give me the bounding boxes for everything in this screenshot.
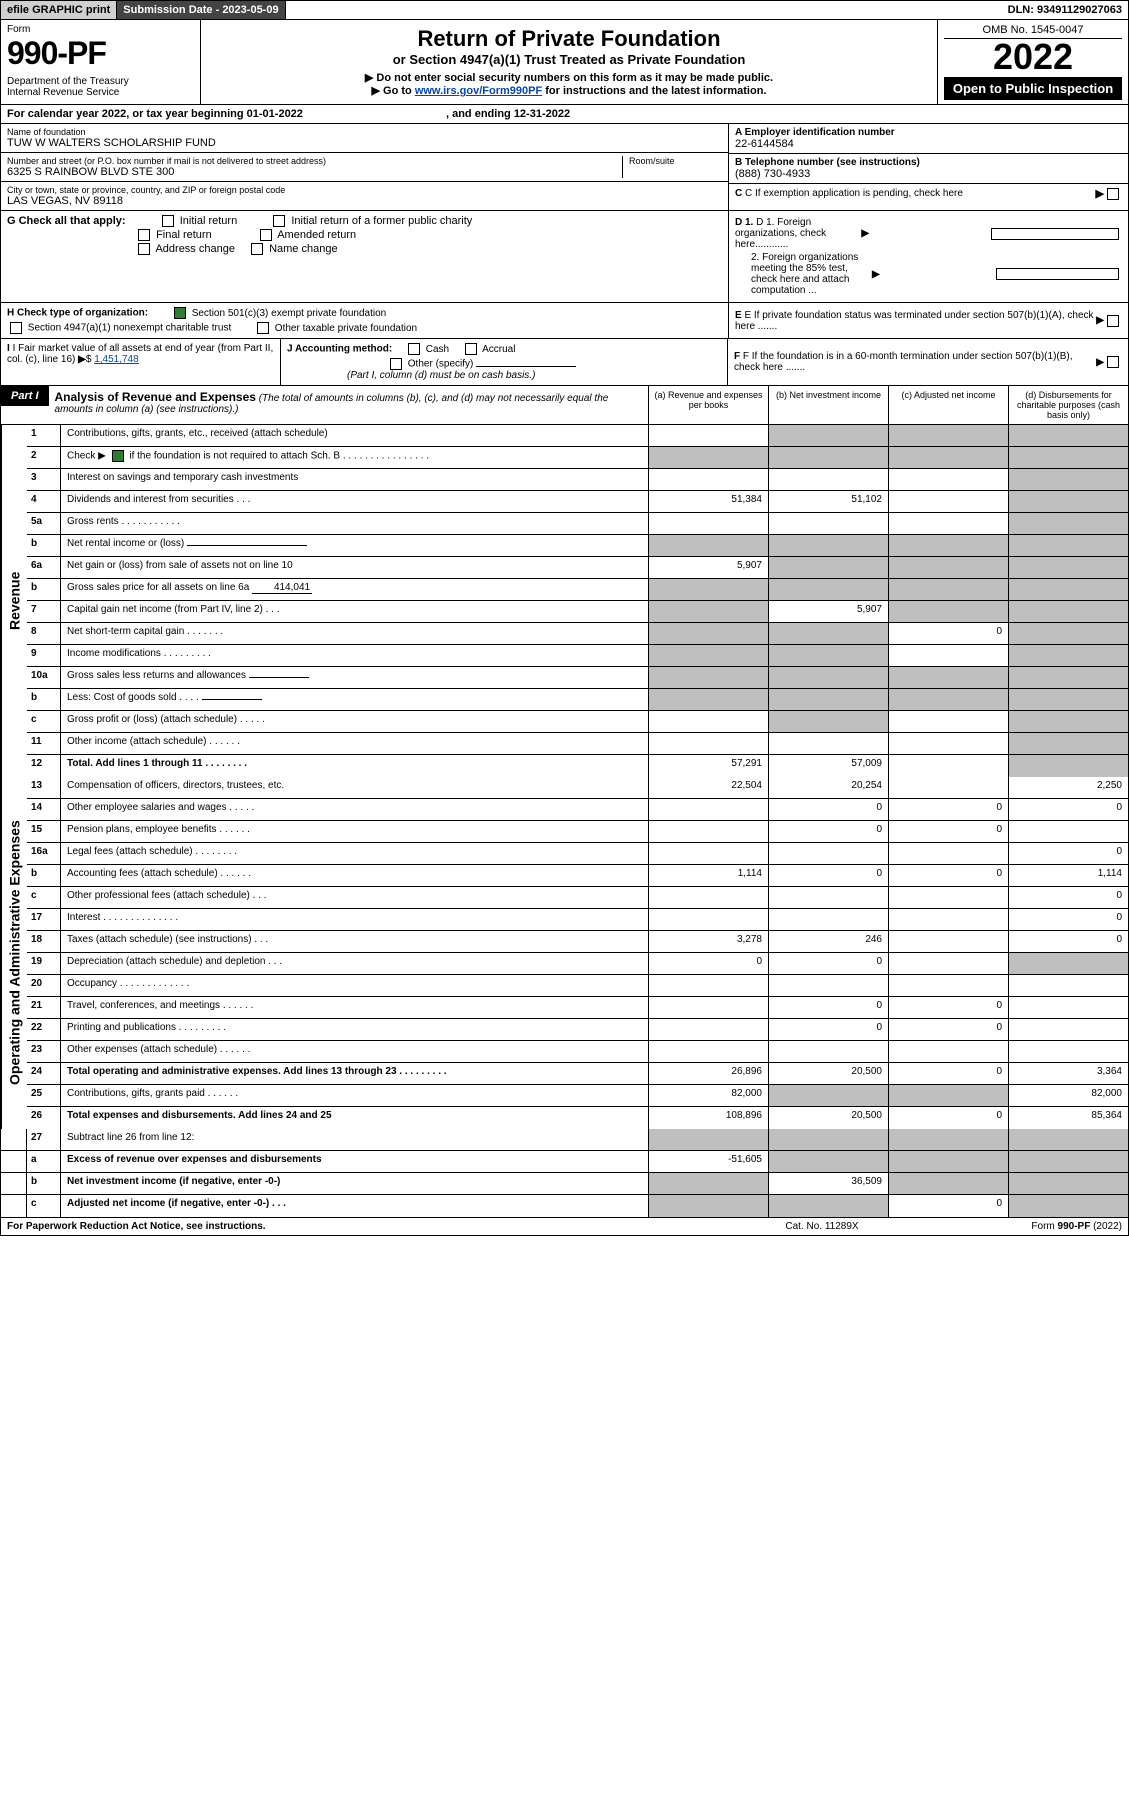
revenue-label: Revenue bbox=[1, 425, 27, 777]
line-23: 23Other expenses (attach schedule) . . .… bbox=[27, 1041, 1128, 1063]
line-22: 22Printing and publications . . . . . . … bbox=[27, 1019, 1128, 1041]
h-e-row: H Check type of organization: Section 50… bbox=[0, 303, 1129, 339]
line-13: 13Compensation of officers, directors, t… bbox=[27, 777, 1128, 799]
line-10c: cGross profit or (loss) (attach schedule… bbox=[27, 711, 1128, 733]
box-h: H Check type of organization: Section 50… bbox=[1, 303, 728, 338]
footer-left: For Paperwork Reduction Act Notice, see … bbox=[7, 1221, 722, 1232]
line-25: 25Contributions, gifts, grants paid . . … bbox=[27, 1085, 1128, 1107]
line-1: 1Contributions, gifts, grants, etc., rec… bbox=[27, 425, 1128, 447]
form-note-1: ▶ Do not enter social security numbers o… bbox=[207, 71, 931, 84]
line-6a: 6aNet gain or (loss) from sale of assets… bbox=[27, 557, 1128, 579]
line-7: 7Capital gain net income (from Part IV, … bbox=[27, 601, 1128, 623]
address-cell: Number and street (or P.O. box number if… bbox=[1, 153, 728, 182]
form-subtitle: or Section 4947(a)(1) Trust Treated as P… bbox=[207, 52, 931, 67]
box-i: I I Fair market value of all assets at e… bbox=[1, 339, 281, 385]
i-j-f-row: I I Fair market value of all assets at e… bbox=[0, 339, 1129, 386]
form-title: Return of Private Foundation bbox=[207, 26, 931, 52]
box-f: F F If the foundation is in a 60-month t… bbox=[728, 339, 1128, 385]
line-21: 21Travel, conferences, and meetings . . … bbox=[27, 997, 1128, 1019]
line-5a: 5aGross rents . . . . . . . . . . . bbox=[27, 513, 1128, 535]
header-row: Form 990-PF Department of the Treasury I… bbox=[0, 20, 1129, 105]
line-16a: 16aLegal fees (attach schedule) . . . . … bbox=[27, 843, 1128, 865]
street-address: 6325 S RAINBOW BLVD STE 300 bbox=[7, 166, 622, 178]
line-20: 20Occupancy . . . . . . . . . . . . . bbox=[27, 975, 1128, 997]
box-g: G Check all that apply: Initial return I… bbox=[1, 211, 728, 302]
g-d-row: G Check all that apply: Initial return I… bbox=[0, 211, 1129, 303]
ein-value: 22-6144584 bbox=[735, 138, 1122, 150]
dln: DLN: 93491129027063 bbox=[1002, 1, 1128, 19]
header-mid: Return of Private Foundation or Section … bbox=[201, 20, 938, 104]
footer-cat: Cat. No. 11289X bbox=[722, 1221, 922, 1232]
col-a-hdr: (a) Revenue and expenses per books bbox=[648, 386, 768, 424]
line-4: 4Dividends and interest from securities … bbox=[27, 491, 1128, 513]
line-15: 15Pension plans, employee benefits . . .… bbox=[27, 821, 1128, 843]
line-16c: cOther professional fees (attach schedul… bbox=[27, 887, 1128, 909]
box-j: J Accounting method: Cash Accrual Other … bbox=[281, 339, 728, 385]
open-public: Open to Public Inspection bbox=[944, 77, 1122, 100]
form-note-2: ▶ Go to www.irs.gov/Form990PF for instru… bbox=[207, 84, 931, 97]
footer-form: Form 990-PF (2022) bbox=[922, 1221, 1122, 1232]
room-suite-label: Room/suite bbox=[629, 156, 722, 166]
calendar-year: For calendar year 2022, or tax year begi… bbox=[0, 105, 1129, 124]
line-9: 9Income modifications . . . . . . . . . bbox=[27, 645, 1128, 667]
line-10a: 10aGross sales less returns and allowanc… bbox=[27, 667, 1128, 689]
identity-block: Name of foundation TUW W WALTERS SCHOLAR… bbox=[0, 124, 1129, 211]
form-label: Form bbox=[7, 24, 194, 35]
part-1-header: Part I Analysis of Revenue and Expenses … bbox=[0, 386, 1129, 425]
revenue-section: Revenue 1Contributions, gifts, grants, e… bbox=[1, 425, 1128, 777]
line-27b: bNet investment income (if negative, ent… bbox=[1, 1173, 1128, 1195]
line-14: 14Other employee salaries and wages . . … bbox=[27, 799, 1128, 821]
col-d-hdr: (d) Disbursements for charitable purpose… bbox=[1008, 386, 1128, 424]
expenses-section: Operating and Administrative Expenses 13… bbox=[1, 777, 1128, 1129]
box-c: C C If exemption application is pending,… bbox=[729, 184, 1128, 203]
line-2: 2Check ▶ if the foundation is not requir… bbox=[27, 447, 1128, 469]
box-d: D 1. D 1. Foreign organizations, check h… bbox=[728, 211, 1128, 302]
line-16b: bAccounting fees (attach schedule) . . .… bbox=[27, 865, 1128, 887]
city-state-zip: LAS VEGAS, NV 89118 bbox=[7, 195, 722, 207]
line-17: 17Interest . . . . . . . . . . . . . .0 bbox=[27, 909, 1128, 931]
phone-cell: B Telephone number (see instructions) (8… bbox=[729, 154, 1128, 184]
part-tab: Part I bbox=[1, 386, 49, 406]
box-c-check[interactable] bbox=[1107, 188, 1119, 200]
part-title: Analysis of Revenue and Expenses (The to… bbox=[49, 386, 648, 419]
501c3-check[interactable] bbox=[174, 307, 186, 319]
department: Department of the Treasury Internal Reve… bbox=[7, 76, 194, 98]
fmv-value[interactable]: 1,451,748 bbox=[94, 354, 139, 365]
expenses-label: Operating and Administrative Expenses bbox=[1, 777, 27, 1129]
line-26: 26Total expenses and disbursements. Add … bbox=[27, 1107, 1128, 1129]
part-1-grid: Revenue 1Contributions, gifts, grants, e… bbox=[0, 425, 1129, 1218]
city-cell: City or town, state or province, country… bbox=[1, 182, 728, 210]
ein-cell: A Employer identification number 22-6144… bbox=[729, 124, 1128, 154]
line-19: 19Depreciation (attach schedule) and dep… bbox=[27, 953, 1128, 975]
line-24: 24Total operating and administrative exp… bbox=[27, 1063, 1128, 1085]
form-number: 990-PF bbox=[7, 35, 194, 72]
line-8: 8Net short-term capital gain . . . . . .… bbox=[27, 623, 1128, 645]
line-11: 11Other income (attach schedule) . . . .… bbox=[27, 733, 1128, 755]
form-link[interactable]: www.irs.gov/Form990PF bbox=[415, 85, 542, 97]
line-18: 18Taxes (attach schedule) (see instructi… bbox=[27, 931, 1128, 953]
efile-label: efile GRAPHIC print bbox=[1, 1, 117, 19]
header-left: Form 990-PF Department of the Treasury I… bbox=[1, 20, 201, 104]
line-5b: bNet rental income or (loss) bbox=[27, 535, 1128, 557]
foundation-name-cell: Name of foundation TUW W WALTERS SCHOLAR… bbox=[1, 124, 728, 153]
box-e: E E If private foundation status was ter… bbox=[728, 303, 1128, 338]
line-6b: bGross sales price for all assets on lin… bbox=[27, 579, 1128, 601]
top-bar: efile GRAPHIC print Submission Date - 20… bbox=[0, 0, 1129, 20]
submission-date: Submission Date - 2023-05-09 bbox=[117, 1, 285, 19]
col-b-hdr: (b) Net investment income bbox=[768, 386, 888, 424]
line-3: 3Interest on savings and temporary cash … bbox=[27, 469, 1128, 491]
line-27a: aExcess of revenue over expenses and dis… bbox=[1, 1151, 1128, 1173]
foundation-name: TUW W WALTERS SCHOLARSHIP FUND bbox=[7, 137, 722, 149]
line-27: 27Subtract line 26 from line 12: bbox=[1, 1129, 1128, 1151]
line-27c: cAdjusted net income (if negative, enter… bbox=[1, 1195, 1128, 1217]
line-12: 12Total. Add lines 1 through 11 . . . . … bbox=[27, 755, 1128, 777]
header-right: OMB No. 1545-0047 2022 Open to Public In… bbox=[938, 20, 1128, 104]
footer: For Paperwork Reduction Act Notice, see … bbox=[0, 1218, 1129, 1236]
column-headers: (a) Revenue and expenses per books (b) N… bbox=[648, 386, 1128, 424]
phone-value: (888) 730-4933 bbox=[735, 168, 1122, 180]
line-10b: bLess: Cost of goods sold . . . . bbox=[27, 689, 1128, 711]
col-c-hdr: (c) Adjusted net income bbox=[888, 386, 1008, 424]
tax-year: 2022 bbox=[944, 39, 1122, 75]
